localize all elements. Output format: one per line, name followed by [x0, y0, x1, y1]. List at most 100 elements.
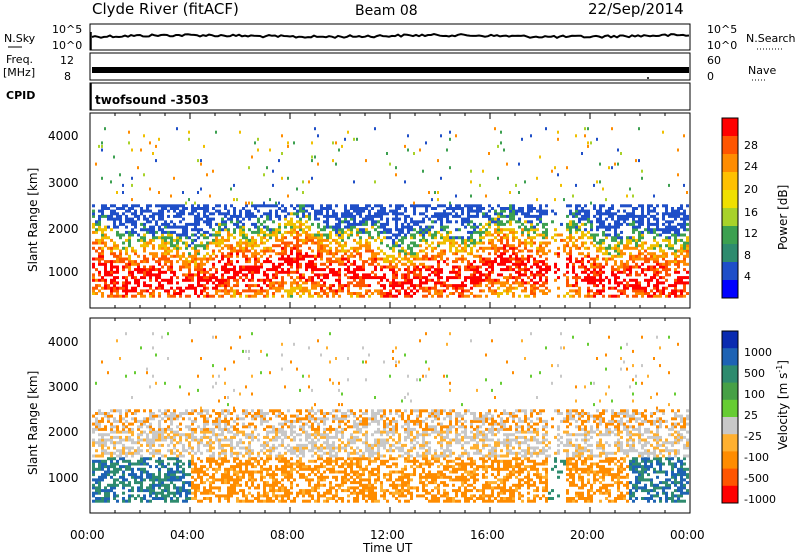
data-pixel	[674, 225, 677, 229]
data-pixel	[185, 449, 188, 453]
data-pixel	[158, 481, 161, 485]
data-pixel	[203, 486, 206, 490]
data-pixel	[293, 260, 296, 264]
data-pixel	[143, 246, 146, 250]
data-pixel	[152, 254, 155, 258]
data-pixel	[671, 260, 674, 264]
data-pixel	[281, 278, 284, 282]
data-pixel	[488, 281, 491, 285]
data-pixel	[281, 204, 284, 208]
data-pixel	[248, 166, 250, 170]
data-pixel	[170, 417, 173, 421]
data-pixel	[608, 252, 611, 256]
data-pixel	[146, 441, 149, 445]
data-pixel	[527, 236, 530, 240]
data-pixel	[371, 207, 374, 210]
data-pixel	[485, 276, 488, 280]
data-pixel	[233, 446, 236, 450]
data-pixel	[656, 212, 659, 216]
data-pixel	[104, 214, 107, 218]
data-pixel	[683, 183, 685, 187]
data-pixel	[596, 265, 599, 269]
data-pixel	[104, 491, 107, 495]
data-pixel	[368, 236, 371, 240]
data-pixel	[254, 238, 257, 242]
data-pixel	[551, 209, 554, 213]
data-pixel	[440, 270, 443, 274]
data-pixel	[413, 207, 416, 210]
data-pixel	[152, 217, 155, 221]
data-pixel	[152, 233, 155, 237]
data-pixel	[191, 204, 194, 208]
data-pixel	[374, 222, 377, 226]
data-pixel	[131, 473, 134, 477]
data-pixel	[152, 443, 155, 447]
data-pixel	[482, 249, 485, 253]
data-pixel	[173, 433, 176, 437]
data-pixel	[134, 222, 137, 226]
data-pixel	[119, 249, 122, 253]
data-pixel	[101, 467, 104, 471]
data-pixel	[368, 273, 371, 277]
data-pixel	[173, 486, 176, 490]
data-pixel	[146, 417, 149, 421]
data-pixel	[617, 246, 620, 250]
data-pixel	[218, 467, 221, 471]
data-pixel	[485, 212, 488, 216]
data-pixel	[320, 289, 323, 293]
data-pixel	[647, 281, 650, 285]
data-pixel	[479, 281, 482, 285]
data-pixel	[122, 430, 125, 434]
data-pixel	[560, 238, 563, 242]
data-pixel	[491, 284, 494, 288]
data-pixel	[158, 467, 161, 471]
data-pixel	[113, 246, 116, 250]
data-pixel	[455, 204, 458, 208]
data-pixel	[230, 489, 233, 493]
data-pixel	[236, 198, 238, 202]
data-pixel	[287, 254, 290, 258]
data-pixel	[176, 207, 179, 210]
data-pixel	[116, 289, 119, 293]
data-pixel	[158, 273, 161, 277]
data-pixel	[593, 292, 596, 295]
data-pixel	[638, 273, 641, 277]
data-pixel	[245, 249, 248, 253]
data-pixel	[401, 228, 404, 232]
data-pixel	[641, 262, 644, 266]
data-pixel	[203, 244, 206, 248]
data-pixel	[581, 257, 584, 261]
data-pixel	[263, 236, 266, 240]
data-pixel	[659, 246, 662, 250]
data-pixel	[422, 169, 424, 173]
data-pixel	[164, 241, 167, 245]
data-pixel	[467, 207, 470, 210]
data-pixel	[128, 481, 131, 485]
data-pixel	[572, 241, 575, 245]
data-pixel	[581, 265, 584, 269]
data-pixel	[599, 220, 602, 224]
data-pixel	[395, 262, 398, 266]
data-pixel	[215, 435, 218, 439]
data-pixel	[584, 209, 587, 213]
data-pixel	[608, 233, 611, 237]
data-pixel	[566, 222, 569, 226]
data-pixel	[242, 273, 245, 277]
data-pixel	[347, 268, 350, 272]
data-pixel	[290, 270, 293, 274]
data-pixel	[329, 249, 332, 253]
data-pixel	[353, 278, 356, 282]
data-pixel	[467, 230, 470, 234]
data-pixel	[332, 214, 335, 218]
data-pixel	[659, 254, 662, 258]
data-pixel	[632, 254, 635, 258]
data-pixel	[131, 412, 134, 415]
data-pixel	[149, 385, 151, 389]
data-pixel	[605, 262, 608, 266]
data-pixel	[455, 207, 458, 210]
data-pixel	[395, 284, 398, 288]
data-pixel	[302, 241, 305, 245]
data-pixel	[386, 212, 389, 216]
data-pixel	[299, 217, 302, 221]
data-pixel	[617, 222, 620, 226]
